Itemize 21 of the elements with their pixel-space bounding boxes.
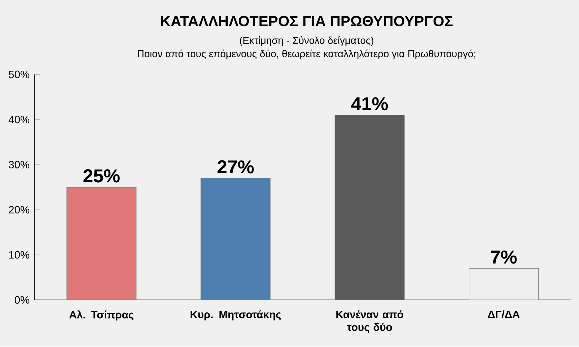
y-tick-label: 10%: [9, 251, 30, 259]
y-tick-label: 40%: [8, 116, 30, 124]
y-tick-label: 20%: [9, 206, 30, 214]
data-label: 27%: [218, 160, 254, 174]
data-label: 25%: [84, 170, 120, 183]
y-tick-label: 30%: [9, 161, 30, 169]
text: Ποιον από τους επόμενους δύο, θεωρείτε καταλληλότερο για Πρωθυπουργό;: [138, 50, 476, 60]
x-tick-label: Κυρ. Μητσοτάκης: [190, 310, 282, 321]
x-tick-label: Αλ. Τσίπρας: [70, 310, 134, 321]
bar: [334, 115, 405, 300]
bar: [468, 268, 539, 300]
x-tick-label: ΔΓ/ΔΑ: [488, 310, 520, 319]
y-tick-label: 50%: [9, 70, 30, 79]
bar: [200, 178, 271, 300]
x-tick-label: Κανέναν από τους δύο: [336, 310, 404, 334]
data-label: 41%: [351, 98, 388, 111]
chart-title: ΚΑΤΑΛΛΗΛΟΤΕΡΟΣ ΓΙΑ ΠΡΩΘΥΠΟΥΡΓΟΣ: [161, 16, 453, 27]
bar: [66, 187, 137, 300]
data-label: 7%: [491, 250, 517, 264]
y-tick-label: 0%: [14, 296, 30, 304]
chart-subtitle: (Εκτίμηση - Σύνολο δείγματος): [240, 36, 374, 46]
